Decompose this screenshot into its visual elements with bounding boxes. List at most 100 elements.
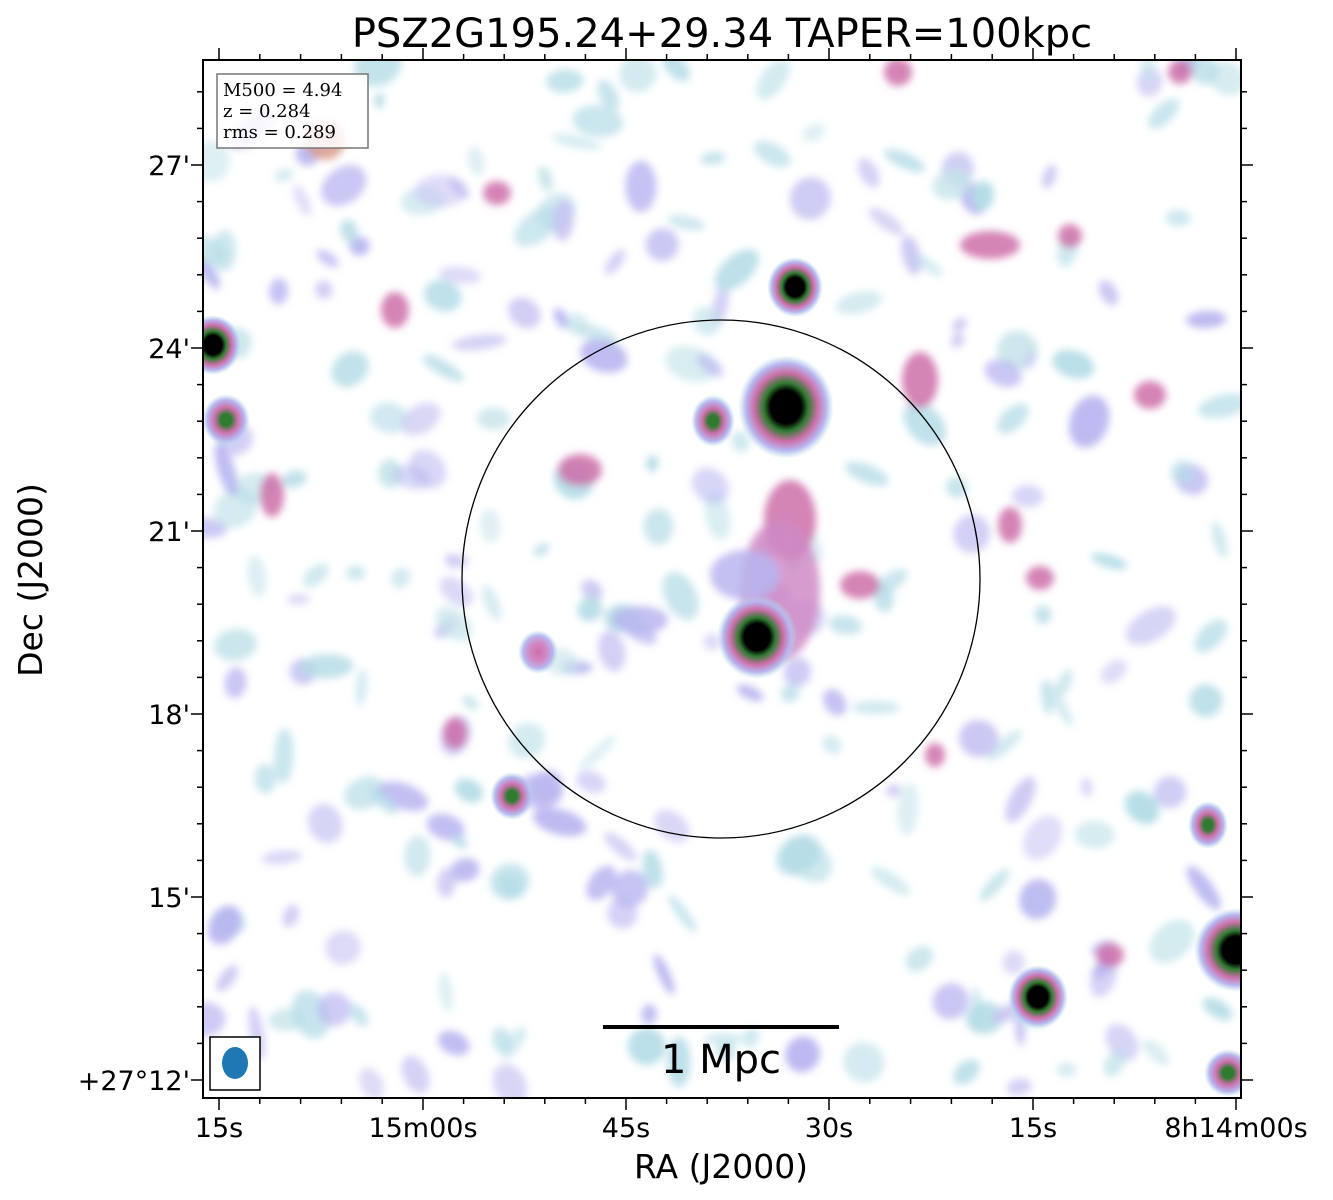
faint-emission — [325, 930, 361, 965]
x-axis-label: RA (J2000) — [634, 1147, 808, 1186]
faint-emission — [843, 1042, 885, 1083]
faint-emission — [857, 158, 880, 188]
faint-emission — [979, 868, 1010, 902]
faint-emission — [287, 594, 310, 605]
faint-emission — [604, 249, 626, 275]
x-tick-label: 15s — [195, 1113, 243, 1144]
faint-emission — [662, 60, 690, 82]
compact-source — [767, 257, 823, 317]
faint-emission — [953, 1059, 980, 1085]
faint-emission — [1052, 349, 1095, 379]
faint-emission — [1103, 1050, 1126, 1077]
faint-emission — [667, 215, 706, 231]
faint-emission — [996, 403, 1029, 434]
faint-emission — [1090, 553, 1128, 570]
extended-emission — [1134, 381, 1166, 409]
faint-emission — [703, 633, 721, 651]
faint-emission — [491, 1027, 512, 1054]
compact-source — [490, 772, 534, 820]
faint-emission — [1005, 776, 1036, 823]
faint-emission — [1197, 393, 1241, 418]
faint-emission — [216, 965, 239, 992]
faint-emission — [716, 1041, 736, 1061]
faint-emission — [282, 904, 299, 928]
faint-emission — [546, 69, 584, 93]
beam-ellipse — [222, 1047, 248, 1079]
faint-emission — [580, 338, 628, 373]
faint-emission — [248, 1006, 266, 1061]
faint-emission — [643, 508, 674, 545]
faint-emission — [1186, 865, 1221, 910]
faint-emission — [1202, 997, 1233, 1021]
extended-emission — [925, 743, 945, 767]
faint-emission — [785, 1036, 820, 1073]
faint-emission — [1002, 950, 1025, 975]
extended-emission — [443, 717, 467, 749]
faint-emission — [668, 894, 697, 933]
faint-emission — [627, 1027, 666, 1065]
x-tick-label: 8h14m00s — [1164, 1113, 1307, 1144]
faint-emission — [952, 317, 967, 332]
extended-emission — [558, 454, 602, 486]
faint-emission — [1125, 606, 1176, 645]
faint-emission — [1149, 919, 1195, 963]
faint-emission — [576, 770, 606, 794]
faint-emission — [914, 255, 943, 276]
faint-emission — [261, 850, 303, 865]
compact-source — [717, 595, 797, 679]
faint-emission — [476, 407, 511, 430]
faint-emission — [207, 905, 242, 945]
faint-emission — [1068, 395, 1110, 448]
faint-emission — [1124, 790, 1160, 825]
compact-source — [203, 394, 250, 446]
extended-emission — [381, 292, 409, 328]
faint-emission — [224, 667, 247, 699]
faint-emission — [1211, 521, 1228, 558]
faint-emission — [1194, 619, 1228, 653]
faint-emission — [604, 832, 637, 861]
faint-emission — [269, 278, 289, 305]
faint-emission — [355, 668, 368, 707]
faint-emission — [1042, 164, 1057, 189]
compact-source — [203, 315, 241, 375]
faint-emission — [654, 809, 690, 843]
faint-emission — [489, 863, 530, 901]
faint-emission — [349, 236, 370, 256]
faint-emission — [1056, 1062, 1077, 1077]
faint-emission — [274, 168, 294, 182]
faint-emission — [1153, 775, 1187, 809]
faint-emission — [577, 597, 603, 622]
x-tick-label: 30s — [805, 1113, 853, 1144]
faint-emission — [1140, 60, 1156, 82]
faint-emission — [426, 813, 465, 841]
faint-emission — [905, 946, 934, 972]
faint-emission — [293, 184, 312, 216]
faint-emission — [480, 508, 500, 543]
faint-emission — [302, 563, 329, 588]
faint-emission — [1055, 669, 1073, 697]
faint-emission — [203, 517, 227, 539]
extended-emission — [612, 606, 668, 634]
faint-emission — [273, 728, 294, 784]
faint-emission — [714, 249, 759, 291]
extended-emission — [840, 571, 880, 599]
faint-emission — [756, 60, 790, 100]
faint-emission — [1100, 659, 1127, 684]
faint-emission — [481, 585, 502, 621]
faint-emission — [598, 630, 626, 672]
faint-emission — [317, 992, 352, 1027]
faint-emission — [1006, 1078, 1032, 1096]
faint-emission — [642, 849, 663, 889]
noise-layer — [203, 60, 1241, 1098]
compact-source — [1204, 1049, 1241, 1097]
faint-emission — [438, 971, 453, 1013]
faint-emission — [508, 722, 546, 759]
faint-emission — [731, 430, 750, 452]
faint-emission — [369, 788, 398, 815]
faint-emission — [566, 322, 618, 344]
faint-emission — [586, 865, 617, 901]
faint-emission — [597, 79, 620, 111]
faint-emission — [884, 149, 926, 172]
faint-emission — [851, 701, 900, 714]
